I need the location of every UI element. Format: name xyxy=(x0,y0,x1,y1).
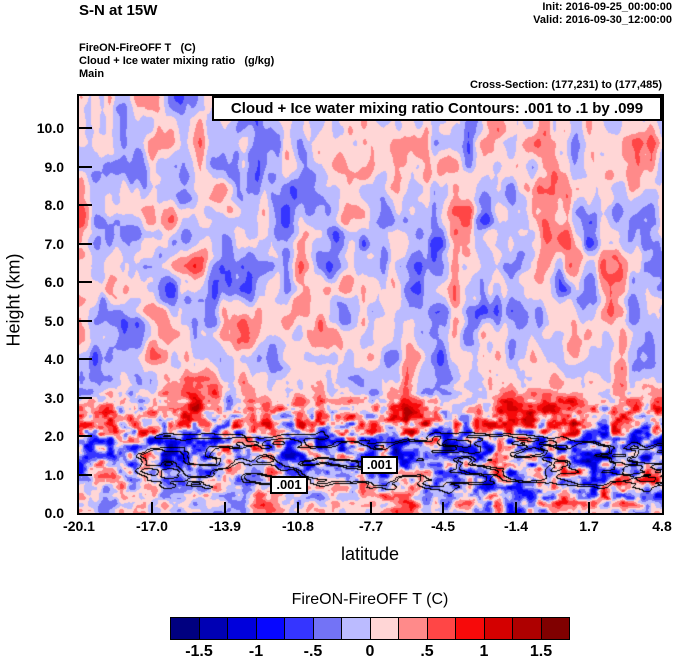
run-time-info: Init: 2016-09-25_00:00:00 Valid: 2016-09… xyxy=(533,1,672,27)
field-description: FireON-FireOFF T (C) Cloud + Ice water m… xyxy=(79,42,274,81)
y-tick-label: 9.0 xyxy=(44,159,64,175)
colorbar-title: FireON-FireOFF T (C) xyxy=(291,591,449,608)
y-tick-label: 8.0 xyxy=(44,197,64,213)
x-tick xyxy=(442,502,444,513)
x-tick-label: -4.5 xyxy=(430,518,456,534)
shaded-field-name: FireON-FireOFF T (C) xyxy=(79,42,196,54)
colorbar-cell xyxy=(512,617,542,640)
y-tick xyxy=(79,127,92,129)
y-tick xyxy=(79,435,92,437)
colorbar-cell xyxy=(398,617,428,640)
contour-info-box: Cloud + Ice water mixing ratio Contours:… xyxy=(212,96,662,121)
page-title: S-N at 15W xyxy=(79,2,158,19)
colorbar-tick-label: -1.5 xyxy=(185,643,213,660)
y-tick-label: 7.0 xyxy=(44,236,64,252)
colorbar-tick-label: 1 xyxy=(479,643,489,660)
contour-value-label: .001 xyxy=(270,476,308,494)
y-tick xyxy=(79,243,92,245)
colorbar-tick-label: -1 xyxy=(248,643,264,660)
y-tick-label: 5.0 xyxy=(44,313,64,329)
y-tick xyxy=(79,166,92,168)
colorbar-cell xyxy=(341,617,371,640)
y-axis-title: Height (km) xyxy=(3,253,24,347)
x-axis-title: latitude xyxy=(340,544,400,564)
y-tick-label: 2.0 xyxy=(44,428,64,444)
x-tick-label: -13.9 xyxy=(209,518,241,534)
y-tick-label: 10.0 xyxy=(36,120,64,136)
y-tick xyxy=(79,281,92,283)
x-tick-label: -17.0 xyxy=(136,518,168,534)
y-tick-label: 6.0 xyxy=(44,274,64,290)
colorbar-cell xyxy=(483,617,513,640)
y-tick xyxy=(79,320,92,322)
temperature-field-canvas xyxy=(79,96,662,513)
plot-frame xyxy=(77,94,664,515)
colorbar-tick-label: 1.5 xyxy=(529,643,553,660)
cross-section-info: Cross-Section: (177,231) to (177,485) xyxy=(470,79,662,91)
contour-value-label: .001 xyxy=(361,456,398,474)
colorbar-cell xyxy=(455,617,485,640)
colorbar-tick-label: 0 xyxy=(365,643,375,660)
colorbar-cell xyxy=(540,617,570,640)
colorbar-cell xyxy=(312,617,342,640)
y-tick-label: 0.0 xyxy=(44,505,64,521)
colorbar-cell xyxy=(426,617,456,640)
x-tick-label: -20.1 xyxy=(63,518,95,534)
init-time: Init: 2016-09-25_00:00:00 xyxy=(542,1,672,13)
y-tick xyxy=(79,358,92,360)
y-tick xyxy=(79,204,92,206)
x-tick-label: 1.7 xyxy=(579,518,599,534)
x-tick-label: -1.4 xyxy=(503,518,529,534)
colorbar xyxy=(170,617,570,640)
y-tick xyxy=(79,397,92,399)
x-tick xyxy=(588,502,590,513)
colorbar-cell xyxy=(284,617,314,640)
grid-name: Main xyxy=(79,68,105,80)
x-tick xyxy=(515,502,517,513)
x-tick-label: 4.8 xyxy=(652,518,672,534)
y-tick-label: 1.0 xyxy=(44,467,64,483)
x-tick xyxy=(151,502,153,513)
contour-field-name: Cloud + Ice water mixing ratio (g/kg) xyxy=(79,55,275,67)
x-tick-label: -7.7 xyxy=(358,518,384,534)
colorbar-tick-label: -.5 xyxy=(303,643,323,660)
x-tick xyxy=(224,502,226,513)
x-tick xyxy=(297,502,299,513)
colorbar-cell xyxy=(369,617,399,640)
y-tick xyxy=(79,474,92,476)
colorbar-cell xyxy=(198,617,228,640)
x-tick xyxy=(370,502,372,513)
valid-time: Valid: 2016-09-30_12:00:00 xyxy=(533,14,672,26)
colorbar-tick-label: .5 xyxy=(420,643,434,660)
colorbar-cell xyxy=(170,617,200,640)
colorbar-cell xyxy=(255,617,285,640)
colorbar-cell xyxy=(227,617,257,640)
y-tick-label: 4.0 xyxy=(44,351,64,367)
y-tick-label: 3.0 xyxy=(44,390,64,406)
x-tick-label: -10.8 xyxy=(282,518,314,534)
